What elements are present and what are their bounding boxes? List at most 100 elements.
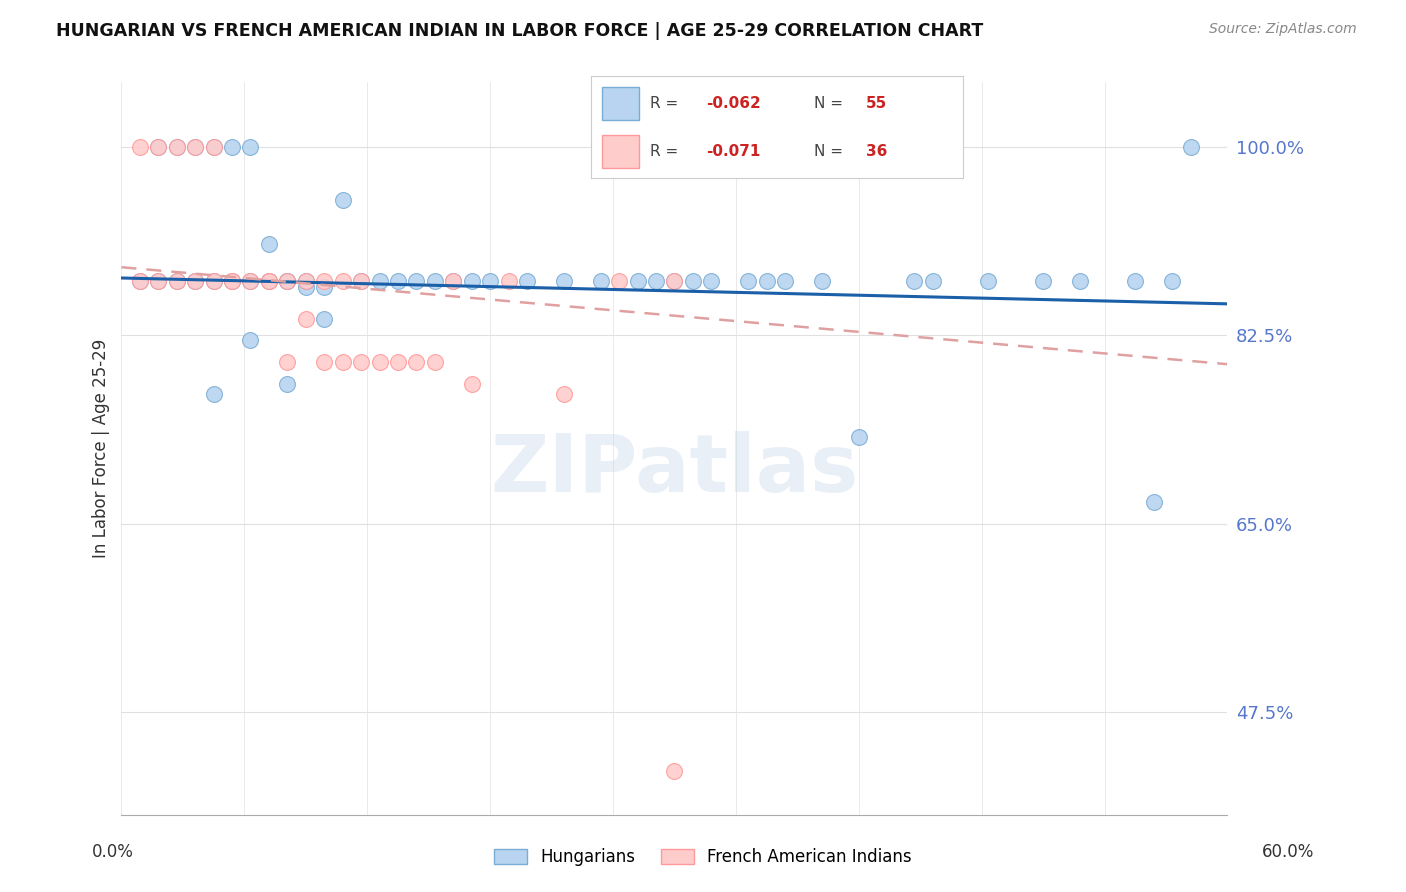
Point — [128, 274, 150, 288]
Point — [148, 274, 170, 288]
Point — [405, 355, 427, 369]
Point — [184, 139, 207, 153]
Point — [314, 312, 336, 326]
Point — [221, 274, 243, 288]
Legend: Hungarians, French American Indians: Hungarians, French American Indians — [488, 842, 918, 873]
Point — [350, 274, 373, 288]
Point — [423, 274, 446, 288]
Point — [276, 355, 298, 369]
Point — [755, 274, 778, 288]
Text: 60.0%: 60.0% — [1263, 843, 1315, 861]
Text: 36: 36 — [866, 145, 887, 160]
Point — [314, 274, 336, 288]
Point — [350, 274, 373, 288]
Point — [441, 274, 464, 288]
Point — [682, 274, 704, 288]
Text: Source: ZipAtlas.com: Source: ZipAtlas.com — [1209, 22, 1357, 37]
Point — [645, 274, 668, 288]
Point — [479, 274, 502, 288]
Point — [221, 274, 243, 288]
Point — [903, 274, 925, 288]
Point — [202, 139, 225, 153]
Point — [423, 355, 446, 369]
Point — [202, 139, 225, 153]
Text: 55: 55 — [866, 96, 887, 111]
Point — [1069, 274, 1091, 288]
Text: HUNGARIAN VS FRENCH AMERICAN INDIAN IN LABOR FORCE | AGE 25-29 CORRELATION CHART: HUNGARIAN VS FRENCH AMERICAN INDIAN IN L… — [56, 22, 983, 40]
Y-axis label: In Labor Force | Age 25-29: In Labor Force | Age 25-29 — [93, 339, 110, 558]
Point — [1143, 495, 1166, 509]
Point — [811, 274, 834, 288]
Text: N =: N = — [814, 96, 848, 111]
Point — [202, 274, 225, 288]
Point — [276, 274, 298, 288]
Point — [368, 274, 391, 288]
Point — [184, 274, 207, 288]
Point — [332, 355, 354, 369]
Point — [128, 139, 150, 153]
Point — [257, 274, 280, 288]
Point — [553, 387, 575, 401]
Point — [202, 387, 225, 401]
Point — [166, 139, 188, 153]
Point — [184, 274, 207, 288]
Point — [148, 139, 170, 153]
Text: R =: R = — [650, 145, 683, 160]
Text: 0.0%: 0.0% — [91, 843, 134, 861]
Point — [257, 274, 280, 288]
Text: -0.071: -0.071 — [706, 145, 761, 160]
Point — [1161, 274, 1184, 288]
Point — [387, 274, 409, 288]
Bar — [602, 87, 638, 120]
Point — [664, 274, 686, 288]
Text: -0.062: -0.062 — [706, 96, 761, 111]
Point — [516, 274, 538, 288]
Point — [276, 376, 298, 391]
Point — [276, 274, 298, 288]
Point — [664, 764, 686, 779]
Point — [848, 430, 870, 444]
Point — [257, 274, 280, 288]
Point — [239, 139, 262, 153]
Point — [460, 274, 482, 288]
Point — [368, 355, 391, 369]
Point — [239, 274, 262, 288]
Point — [441, 274, 464, 288]
Point — [294, 274, 316, 288]
Point — [314, 279, 336, 293]
Point — [221, 139, 243, 153]
Point — [166, 139, 188, 153]
Point — [148, 274, 170, 288]
Point — [221, 274, 243, 288]
Point — [498, 274, 520, 288]
Point — [350, 355, 373, 369]
Point — [294, 274, 316, 288]
Bar — [602, 136, 638, 168]
Point — [773, 274, 796, 288]
Point — [626, 274, 648, 288]
Point — [239, 274, 262, 288]
Point — [553, 274, 575, 288]
Point — [314, 355, 336, 369]
Point — [184, 139, 207, 153]
Point — [294, 279, 316, 293]
Point — [405, 274, 427, 288]
Point — [128, 274, 150, 288]
Point — [977, 274, 1000, 288]
Point — [1180, 139, 1202, 153]
Point — [239, 334, 262, 348]
Text: ZIPatlas: ZIPatlas — [491, 431, 859, 509]
Point — [166, 274, 188, 288]
Point — [332, 274, 354, 288]
Point — [202, 274, 225, 288]
Point — [166, 274, 188, 288]
Point — [294, 312, 316, 326]
Point — [700, 274, 723, 288]
Point — [664, 274, 686, 288]
Point — [460, 376, 482, 391]
Point — [921, 274, 943, 288]
Point — [387, 355, 409, 369]
Point — [1032, 274, 1054, 288]
Point — [332, 194, 354, 208]
Point — [737, 274, 759, 288]
